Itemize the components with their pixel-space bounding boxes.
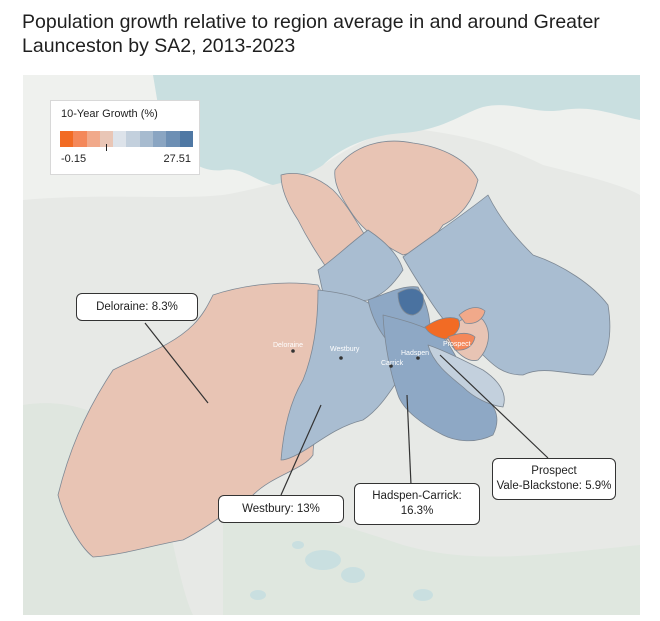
legend-swatch-9	[179, 131, 193, 147]
westbury-dot	[339, 356, 343, 360]
callout-westbury-text: Westbury: 13%	[242, 502, 320, 515]
callout-westbury: Westbury: 13%	[218, 495, 344, 523]
region-orange-2[interactable]	[447, 332, 476, 351]
carrick-dot	[389, 364, 393, 368]
sa2-regions	[57, 140, 611, 558]
legend-swatch-2	[86, 131, 100, 147]
legend-swatch-5	[126, 131, 140, 147]
legend-swatch-4	[113, 131, 127, 147]
legend: 10-Year Growth (%) -0.15 27.51	[50, 100, 200, 175]
region-southeast-launceston[interactable]	[427, 344, 505, 408]
map-label-deloraine: Deloraine	[273, 342, 303, 349]
legend-average-marker	[106, 144, 107, 151]
legend-min: -0.15	[61, 153, 87, 165]
legend-swatch-3	[99, 131, 114, 147]
map-label-hadspen: Hadspen	[401, 350, 429, 357]
leader-westbury	[280, 404, 322, 496]
terrain-green-south	[223, 512, 640, 615]
callout-hadspen-carrick: Hadspen-Carrick: 16.3%	[354, 483, 480, 525]
map-canvas[interactable]: Deloraine Westbury Hadspen Carrick Prosp…	[23, 75, 640, 615]
leader-prospect	[439, 354, 549, 459]
legend-color-scale	[60, 131, 193, 147]
sea	[153, 75, 640, 185]
callout-prospect-line1: Prospect	[531, 465, 577, 477]
callout-prospect-vale: Prospect Vale-Blackstone: 5.9%	[492, 458, 616, 500]
legend-swatch-0	[60, 131, 74, 147]
legend-swatch-8	[166, 131, 180, 147]
title-line-2: Launceston by SA2, 2013-2023	[22, 35, 296, 57]
deloraine-dot	[291, 349, 295, 353]
callout-prospect-line2: Vale-Blackstone: 5.9%	[496, 480, 612, 492]
legend-title: 10-Year Growth (%)	[61, 108, 158, 120]
lakes	[250, 541, 433, 601]
legend-swatch-7	[153, 131, 167, 147]
leader-hadspen	[406, 394, 412, 486]
town-dots	[291, 349, 420, 368]
region-max-growth[interactable]	[397, 288, 424, 316]
callout-deloraine: Deloraine: 8.3%	[76, 293, 198, 321]
callout-hadspen-line2: 16.3%	[400, 505, 434, 517]
map-title: Population growth relative to region ave…	[22, 10, 642, 58]
town-labels: Deloraine Westbury Hadspen Carrick Prosp…	[273, 341, 471, 367]
callout-deloraine-text: Deloraine: 8.3%	[96, 300, 178, 313]
hadspen-dot	[416, 356, 420, 360]
callout-leaders	[144, 322, 549, 496]
region-northeast-tamar[interactable]	[334, 140, 479, 256]
legend-max: 27.51	[163, 153, 191, 165]
legend-swatch-1	[73, 131, 87, 147]
map-label-prospect: Prospect	[443, 341, 471, 348]
map-label-carrick: Carrick	[381, 360, 404, 367]
legend-swatch-6	[139, 131, 154, 147]
leader-deloraine	[144, 322, 209, 404]
region-min-growth[interactable]	[424, 317, 460, 340]
map-label-westbury: Westbury	[330, 346, 360, 353]
callout-hadspen-line1: Hadspen-Carrick:	[372, 490, 462, 502]
title-line-1: Population growth relative to region ave…	[22, 11, 600, 33]
region-orange-3[interactable]	[458, 307, 486, 324]
map-svg: Deloraine Westbury Hadspen Carrick Prosp…	[23, 75, 640, 615]
